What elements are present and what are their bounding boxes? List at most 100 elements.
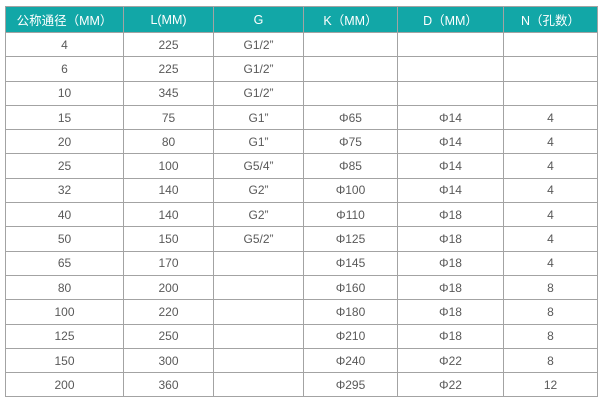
- table-cell: 32: [5, 177, 124, 204]
- table-row: 200 360 Φ295 Φ22 12: [5, 372, 598, 398]
- table-cell: G1/2”: [213, 56, 304, 82]
- table-row: 4 225 G1/2”: [5, 31, 598, 58]
- table-cell: Φ180: [303, 299, 398, 325]
- table-cell: 300: [123, 347, 214, 374]
- table-row: 10 345 G1/2”: [5, 80, 598, 106]
- table-row: 125 250 Φ210 Φ18 8: [5, 323, 598, 349]
- table-cell: 150: [123, 226, 214, 252]
- table-cell: 20: [5, 129, 124, 155]
- table-cell: Φ160: [303, 274, 398, 301]
- table-row: 20 80 G1” Φ75 Φ14 4: [5, 129, 598, 155]
- table-cell: 200: [5, 372, 124, 398]
- table-cell: G1/2”: [213, 31, 304, 58]
- dimension-spec-table: 公称通径（MM） L(MM) G K（MM） D（MM） N（孔数） 4 225 G…: [5, 6, 598, 398]
- table-cell: Φ18: [397, 274, 504, 301]
- table-cell: 150: [5, 347, 124, 374]
- table-cell: 12: [503, 372, 598, 398]
- table-cell: 8: [503, 347, 598, 374]
- table-cell: 4: [503, 153, 598, 179]
- table-cell: Φ85: [303, 153, 398, 179]
- table-cell: G5/4”: [213, 153, 304, 179]
- table-cell: Φ75: [303, 129, 398, 155]
- table-cell: Φ295: [303, 372, 398, 398]
- table-cell: [503, 56, 598, 82]
- table-cell: [213, 274, 304, 301]
- table-cell: 15: [5, 104, 124, 131]
- table-cell: [213, 372, 304, 398]
- table-cell: 225: [123, 56, 214, 82]
- table-cell: [213, 299, 304, 325]
- header-nominal-diameter: 公称通径（MM）: [5, 6, 124, 33]
- table-body: 4 225 G1/2” 6 225 G1/2” 10 345 G1/2” 15 75 G1” Φ65 Φ1…: [5, 31, 598, 398]
- table-cell: [397, 31, 504, 58]
- table-cell: Φ18: [397, 323, 504, 349]
- table-cell: 170: [123, 250, 214, 276]
- table-cell: [397, 56, 504, 82]
- table-cell: 75: [123, 104, 214, 131]
- table-cell: G5/2”: [213, 226, 304, 252]
- table-cell: 200: [123, 274, 214, 301]
- table-cell: 50: [5, 226, 124, 252]
- table-cell: Φ14: [397, 153, 504, 179]
- table-cell: 140: [123, 202, 214, 228]
- table-cell: 220: [123, 299, 214, 325]
- dimension-spec-table-container: 公称通径（MM） L(MM) G K（MM） D（MM） N（孔数） 4 225 G…: [5, 6, 598, 398]
- table-cell: Φ22: [397, 347, 504, 374]
- table-cell: Φ14: [397, 104, 504, 131]
- table-cell: [213, 250, 304, 276]
- table-cell: 225: [123, 31, 214, 58]
- table-cell: [503, 80, 598, 106]
- table-row: 50 150 G5/2” Φ125 Φ18 4: [5, 226, 598, 252]
- table-cell: Φ65: [303, 104, 398, 131]
- table-cell: 4: [503, 250, 598, 276]
- table-cell: 80: [123, 129, 214, 155]
- header-g: G: [213, 6, 304, 33]
- table-cell: Φ18: [397, 250, 504, 276]
- table-cell: Φ240: [303, 347, 398, 374]
- table-cell: G1”: [213, 104, 304, 131]
- table-cell: 125: [5, 323, 124, 349]
- table-cell: 25: [5, 153, 124, 179]
- table-cell: 140: [123, 177, 214, 204]
- table-header: 公称通径（MM） L(MM) G K（MM） D（MM） N（孔数）: [5, 6, 598, 33]
- table-cell: 40: [5, 202, 124, 228]
- table-cell: Φ125: [303, 226, 398, 252]
- table-cell: Φ210: [303, 323, 398, 349]
- table-cell: 10: [5, 80, 124, 106]
- table-row: 32 140 G2” Φ100 Φ14 4: [5, 177, 598, 204]
- table-cell: [503, 31, 598, 58]
- table-cell: [213, 347, 304, 374]
- table-cell: [303, 56, 398, 82]
- header-n-holes: N（孔数）: [503, 6, 598, 33]
- table-cell: 4: [503, 202, 598, 228]
- table-cell: 345: [123, 80, 214, 106]
- table-cell: Φ145: [303, 250, 398, 276]
- table-cell: G1/2”: [213, 80, 304, 106]
- header-d-mm: D（MM）: [397, 6, 504, 33]
- table-cell: Φ18: [397, 202, 504, 228]
- table-row: 65 170 Φ145 Φ18 4: [5, 250, 598, 276]
- table-cell: 100: [5, 299, 124, 325]
- table-row: 15 75 G1” Φ65 Φ14 4: [5, 104, 598, 131]
- table-cell: Φ18: [397, 299, 504, 325]
- table-row: 40 140 G2” Φ110 Φ18 4: [5, 202, 598, 228]
- table-cell: G1”: [213, 129, 304, 155]
- table-cell: Φ14: [397, 129, 504, 155]
- table-cell: 8: [503, 299, 598, 325]
- table-cell: Φ100: [303, 177, 398, 204]
- table-cell: Φ110: [303, 202, 398, 228]
- table-cell: Φ14: [397, 177, 504, 204]
- table-cell: 4: [503, 177, 598, 204]
- table-cell: G2”: [213, 177, 304, 204]
- table-cell: Φ22: [397, 372, 504, 398]
- table-cell: G2”: [213, 202, 304, 228]
- table-cell: Φ18: [397, 226, 504, 252]
- table-cell: 6: [5, 56, 124, 82]
- table-cell: 4: [503, 226, 598, 252]
- table-cell: 8: [503, 323, 598, 349]
- header-k-mm: K（MM）: [303, 6, 398, 33]
- table-cell: [303, 80, 398, 106]
- table-cell: [397, 80, 504, 106]
- table-cell: 8: [503, 274, 598, 301]
- table-cell: [213, 323, 304, 349]
